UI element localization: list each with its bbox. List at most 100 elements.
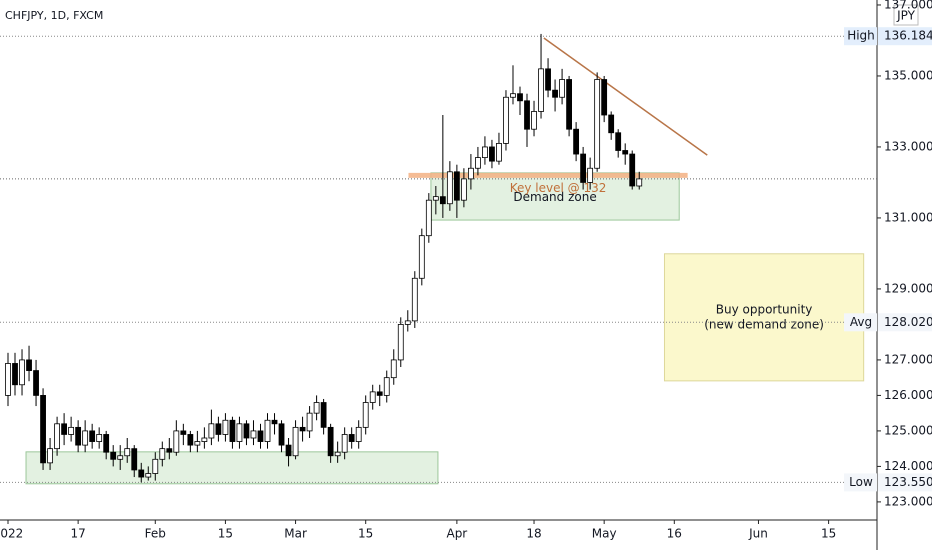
candle-body xyxy=(446,171,453,205)
candle-body xyxy=(425,199,432,237)
level-tag xyxy=(878,473,932,492)
candle-body xyxy=(194,441,201,446)
level-name: High xyxy=(847,29,875,43)
x-tick-label: Feb xyxy=(145,527,166,541)
y-tick-label: 127.000 xyxy=(884,352,932,366)
y-tick-label: 125.000 xyxy=(884,423,932,437)
candle-body xyxy=(566,79,572,130)
candle-body xyxy=(320,402,327,428)
candle-body xyxy=(47,448,53,464)
candle-body xyxy=(250,430,257,439)
candle-body xyxy=(552,89,558,98)
candle-body xyxy=(68,426,75,435)
y-tick-label: 126.000 xyxy=(884,388,932,402)
currency-box[interactable] xyxy=(893,4,919,26)
candle-body xyxy=(601,79,608,116)
candle-body xyxy=(587,167,594,183)
candle-body xyxy=(482,146,488,158)
candle-body xyxy=(418,235,425,279)
candle-body xyxy=(376,391,383,396)
y-tick-label: 137.000 xyxy=(884,0,932,11)
candle-body xyxy=(503,96,509,144)
level-value: 123.550 xyxy=(884,475,932,489)
candle-body xyxy=(236,423,243,442)
candle-body xyxy=(117,455,124,460)
candle-body xyxy=(173,430,180,453)
candle-body xyxy=(629,153,636,187)
x-tick-label: Apr xyxy=(446,527,467,541)
y-tick-label: 131.000 xyxy=(884,210,932,224)
candle-body xyxy=(89,430,96,442)
candle-body xyxy=(145,473,152,478)
x-tick-label: 16 xyxy=(667,527,682,541)
level-name-tag xyxy=(844,473,877,492)
candle-body xyxy=(538,68,544,112)
candle-body xyxy=(475,157,481,169)
y-tick-label: 123.000 xyxy=(884,494,932,508)
candle-body xyxy=(215,423,222,435)
currency-label[interactable]: JPY xyxy=(896,9,916,23)
candle-body xyxy=(61,423,68,435)
candle-body xyxy=(369,391,376,403)
candle-body xyxy=(468,167,474,180)
candle-body xyxy=(545,68,551,91)
level-name: Low xyxy=(849,475,873,489)
x-tick-label: Mar xyxy=(284,527,307,541)
level-value: 136.184 xyxy=(884,29,932,43)
candle-body xyxy=(5,363,11,396)
candle-body xyxy=(524,100,530,130)
candle-body xyxy=(355,426,362,442)
chart-title: CHFJPY, 1D, FXCM xyxy=(5,9,103,22)
x-tick-label: 15 xyxy=(218,527,233,541)
candle-body xyxy=(152,458,159,474)
candle-body xyxy=(334,451,341,457)
y-tick-label: 124.000 xyxy=(884,459,932,473)
candle-body xyxy=(299,426,306,432)
candle-body xyxy=(390,359,397,379)
level-name-tag xyxy=(844,313,877,332)
candle-body xyxy=(404,320,411,325)
candle-body xyxy=(510,93,516,98)
candle-body xyxy=(131,448,138,471)
candle-body xyxy=(124,448,131,457)
candle-body xyxy=(264,419,271,442)
candle-body xyxy=(208,423,215,439)
candle-body xyxy=(636,178,643,187)
candle-body xyxy=(453,171,460,201)
candle-body xyxy=(531,111,537,130)
candle-body xyxy=(496,142,502,162)
candle-body xyxy=(559,79,565,98)
level-name: Avg xyxy=(850,315,872,329)
candle-body xyxy=(110,451,117,460)
y-tick-label: 129.000 xyxy=(884,281,932,295)
candle-body xyxy=(33,370,39,396)
candle-body xyxy=(341,434,348,453)
zone xyxy=(663,253,865,382)
zone-label: Buy opportunity xyxy=(716,302,813,316)
y-tick-label: 135.000 xyxy=(884,68,932,82)
candle-body xyxy=(432,196,439,201)
level-tag xyxy=(878,313,932,332)
candle-body xyxy=(327,426,334,457)
candle-body xyxy=(26,359,32,371)
candle-body xyxy=(278,423,285,446)
candle-body xyxy=(439,196,446,205)
candle-body xyxy=(222,419,229,435)
candle-body xyxy=(489,146,495,162)
candle-body xyxy=(187,434,194,446)
candle-body xyxy=(306,412,313,432)
key-level-label: Key level @ 132 xyxy=(510,181,607,195)
candle-body xyxy=(243,423,250,439)
candle-body xyxy=(615,132,622,151)
level-name-tag xyxy=(844,27,877,46)
candle-body xyxy=(594,79,601,169)
candle-body xyxy=(82,430,89,446)
candle-body xyxy=(285,444,292,457)
candle-body xyxy=(75,426,82,446)
candle-body xyxy=(271,419,278,425)
candle-body xyxy=(517,93,523,102)
candle-body xyxy=(257,430,264,442)
candle-body xyxy=(460,178,467,201)
